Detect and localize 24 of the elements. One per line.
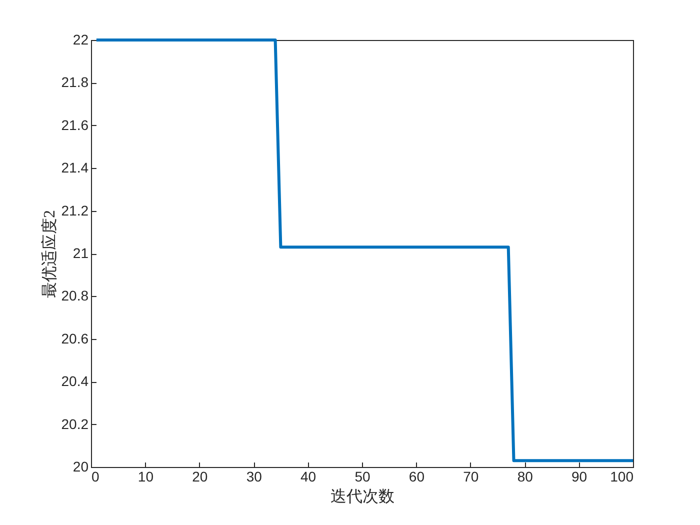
x-tick-label: 90 [572,468,588,484]
y-tick-label: 20.8 [61,288,89,304]
y-axis-title: 最优适应度2 [40,210,58,298]
y-tick-label: 20 [72,458,89,474]
x-axis-title: 迭代次数 [330,488,394,506]
x-tick-label: 80 [517,468,534,484]
y-tick-label: 21.4 [61,160,89,176]
x-tick-label: 0 [92,468,100,484]
x-tick-label: 100 [610,468,634,484]
x-tick-label: 20 [192,468,208,484]
y-tick-label: 20.4 [61,373,89,390]
x-tick-label: 50 [354,468,370,484]
x-tick-label: 60 [408,468,425,484]
y-tick-label: 21.2 [61,202,89,218]
y-tick-label: 21 [72,245,89,261]
y-tick-label: 21.6 [61,116,89,133]
x-tick-label: 40 [300,468,316,484]
x-tick-label: 70 [463,468,479,484]
y-tick-label: 21.8 [61,74,89,90]
y-tick-label: 20.2 [61,416,89,432]
x-tick-label: 30 [246,468,262,484]
x-tick-label: 10 [138,468,154,484]
y-tick-label: 20.6 [61,330,89,346]
y-tick-label: 22 [72,32,89,48]
